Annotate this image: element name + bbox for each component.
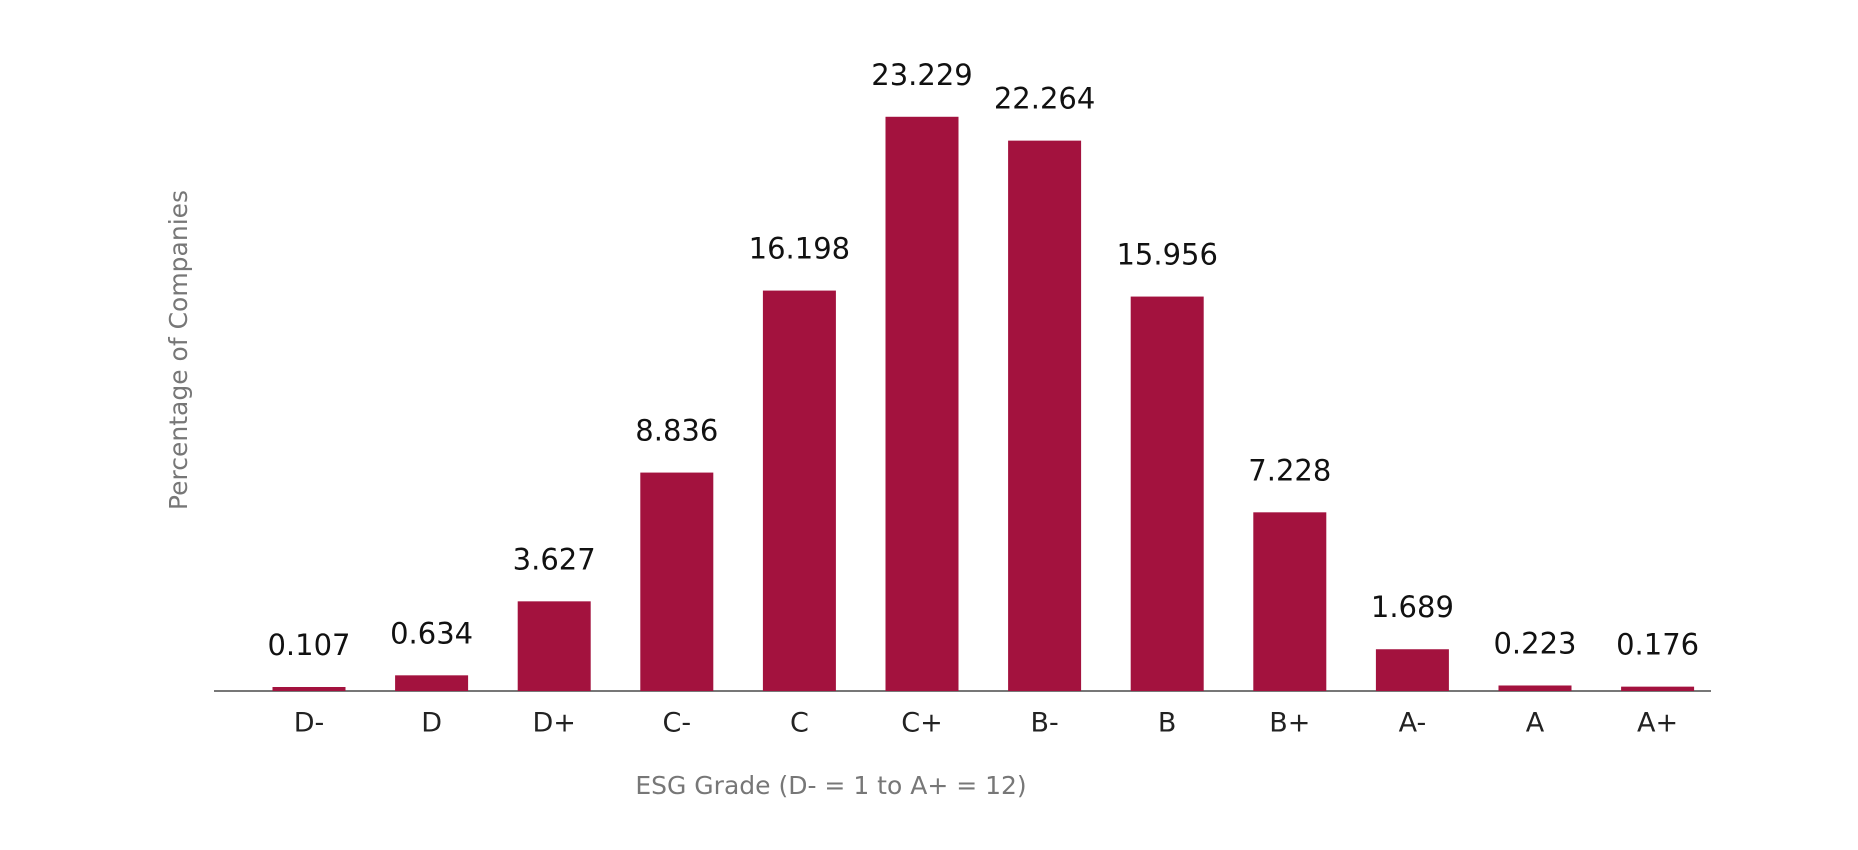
bar [272,687,346,691]
bar [1621,686,1695,691]
x-tick-label: C+ [901,708,942,739]
bar [1253,512,1327,691]
data-label: 0.634 [390,616,473,650]
y-axis-title: Percentage of Companies [164,190,193,510]
x-tick-label: B+ [1269,708,1310,739]
data-label: 0.107 [267,628,350,662]
data-label: 1.689 [1371,590,1454,624]
bar [1008,140,1082,692]
bar [1375,649,1449,691]
data-label: 7.228 [1248,453,1331,487]
data-label: 23.229 [871,58,972,92]
bar [640,472,714,691]
x-tick-label: D [421,708,442,739]
data-label: 8.836 [635,414,718,448]
bar [1498,685,1572,691]
bar [885,116,959,692]
x-tick-label: B [1158,708,1177,739]
data-label: 15.956 [1116,238,1217,272]
bar [762,290,836,691]
x-tick-label: B- [1030,708,1058,739]
data-label: 16.198 [749,232,850,266]
x-tick-label: D- [294,708,325,739]
data-label: 0.176 [1616,628,1699,662]
x-axis-title: ESG Grade (D- = 1 to A+ = 12) [635,771,1026,800]
bar [517,601,591,691]
data-label: 3.627 [513,542,596,576]
bar [395,675,469,691]
bar [1130,296,1204,691]
data-label: 22.264 [994,82,1095,116]
x-tick-label: C [790,708,809,739]
data-label: 0.223 [1493,626,1576,660]
x-tick-label: A- [1399,708,1427,739]
x-tick-label: A+ [1637,708,1678,739]
x-tick-label: C- [662,708,691,739]
x-tick-label: A [1526,708,1545,739]
x-tick-label: D+ [532,708,575,739]
